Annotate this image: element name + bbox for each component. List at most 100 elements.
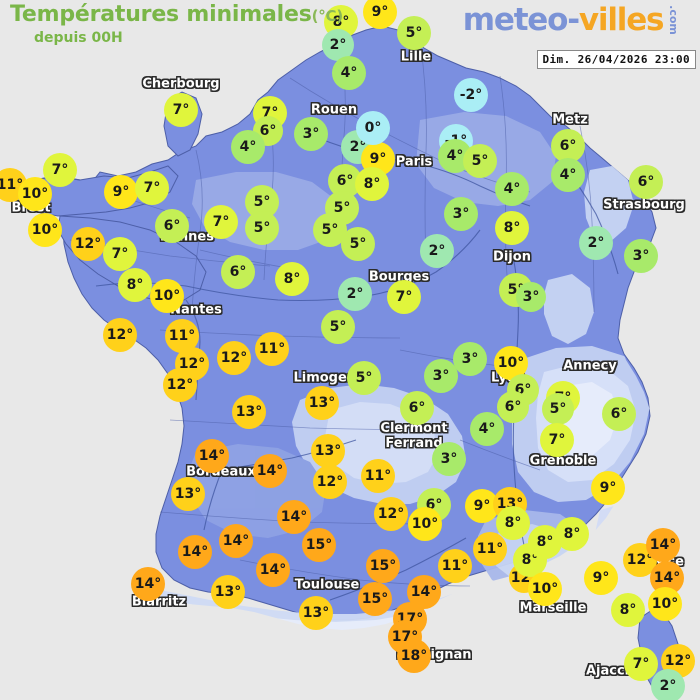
temperature-bubble: 10° <box>648 587 682 621</box>
temperature-bubble: 13° <box>311 434 345 468</box>
temperature-bubble: 9° <box>591 471 625 505</box>
temperature-bubble: 6° <box>400 391 434 425</box>
temperature-bubble: 12° <box>71 227 105 261</box>
logo-tld-text: .com <box>667 5 681 35</box>
temperature-bubble: 9° <box>104 175 138 209</box>
temperature-bubble: 9° <box>465 489 499 523</box>
temperature-bubble: 7° <box>387 280 421 314</box>
temperature-bubble: 2° <box>579 226 613 260</box>
temperature-bubble: 8° <box>611 593 645 627</box>
temperature-bubble: 9° <box>363 0 397 29</box>
temperature-bubble: 5° <box>542 393 574 425</box>
temperature-bubble: 11° <box>438 549 472 583</box>
temperature-bubble: 8° <box>495 211 529 245</box>
temperature-bubble: 11° <box>255 332 289 366</box>
temperature-bubble: 13° <box>171 477 205 511</box>
temperature-bubble: 10° <box>528 572 562 606</box>
temperature-bubble: 7° <box>43 153 77 187</box>
temperature-bubble: 8° <box>118 268 152 302</box>
temperature-bubble: 11° <box>473 532 507 566</box>
temperature-bubble: 10° <box>28 213 62 247</box>
temperature-bubble: 15° <box>302 528 336 562</box>
temperature-bubble: 3° <box>453 342 487 376</box>
page-title: Températures minimales(°C) <box>10 2 343 29</box>
temperature-bubble: 14° <box>253 454 287 488</box>
temperature-bubble: 14° <box>178 535 212 569</box>
temperature-bubble: 6° <box>497 391 529 423</box>
temperature-bubble: 3° <box>424 359 458 393</box>
temperature-bubble: 14° <box>256 553 290 587</box>
temperature-bubble: 14° <box>195 439 229 473</box>
temperature-bubble: 9° <box>584 561 618 595</box>
temperature-bubble: 12° <box>623 543 657 577</box>
temperature-bubble: 5° <box>463 144 497 178</box>
temperature-bubble: 0° <box>356 111 390 145</box>
temperature-bubble: 14° <box>131 567 165 601</box>
meteo-villes-logo[interactable]: meteo-villes .com <box>463 3 690 37</box>
temperature-bubble: 12° <box>163 368 197 402</box>
temperature-bubble: 10° <box>408 507 442 541</box>
timestamp-badge: Dim. 26/04/2026 23:00 <box>536 50 696 69</box>
logo-meteo-text: meteo- <box>462 2 580 38</box>
temperature-bubble: 15° <box>358 582 392 616</box>
temperature-bubble: 4° <box>551 158 585 192</box>
temperature-bubble: 4° <box>231 130 265 164</box>
temperature-bubble: 2° <box>338 277 372 311</box>
temperature-bubble: 14° <box>219 524 253 558</box>
temperature-bubble: 4° <box>470 412 504 446</box>
temperature-bubble: 8° <box>496 506 530 540</box>
temperature-bubble: 8° <box>275 262 309 296</box>
temperature-bubble: 3° <box>516 282 546 312</box>
logo-villes-text: villes <box>578 2 665 38</box>
temperature-bubble: 5° <box>245 211 279 245</box>
temperature-bubble: 5° <box>341 227 375 261</box>
temperature-bubble: 7° <box>164 93 198 127</box>
temperature-bubble: 3° <box>444 197 478 231</box>
temperature-bubble: 13° <box>305 386 339 420</box>
temperature-bubble: 2° <box>420 234 454 268</box>
temperature-bubble: 7° <box>204 205 238 239</box>
header-title-block: Températures minimales(°C) depuis 00H <box>10 2 343 46</box>
temperature-bubble: 2° <box>651 669 685 700</box>
temperature-bubble: 10° <box>18 177 52 211</box>
temperature-bubble: 17° <box>393 602 427 636</box>
temperature-bubble: 4° <box>495 172 529 206</box>
temperature-bubble: 12° <box>313 465 347 499</box>
temperature-bubble: 6° <box>602 397 636 431</box>
page-title-unit: (°C) <box>311 7 344 25</box>
temperature-bubble: 8° <box>355 167 389 201</box>
temperature-bubble: 6° <box>221 255 255 289</box>
temperature-bubble: 7° <box>135 171 169 205</box>
temperature-bubble: 5° <box>397 16 431 50</box>
temperature-bubble: 3° <box>432 442 466 476</box>
temperature-bubble: 13° <box>299 596 333 630</box>
temperature-bubble: 18° <box>397 639 431 673</box>
temperature-bubble: -2° <box>454 78 488 112</box>
temperature-bubble: 6° <box>629 165 663 199</box>
temperature-bubble: 7° <box>540 423 574 457</box>
temperature-bubble: 6° <box>551 129 585 163</box>
temperature-bubble: 12° <box>374 497 408 531</box>
temperature-bubble: 10° <box>150 279 184 313</box>
temperature-bubble: 14° <box>646 528 680 562</box>
temperature-bubble: 3° <box>624 239 658 273</box>
temperature-bubble: 14° <box>277 500 311 534</box>
temperature-bubble: 4° <box>332 56 366 90</box>
temperature-bubble: 5° <box>347 361 381 395</box>
temperature-bubble: 6° <box>155 209 189 243</box>
temperature-bubble: 8° <box>528 525 562 559</box>
temperature-bubble: 12° <box>217 341 251 375</box>
temperature-bubble: 7° <box>624 647 658 681</box>
temperature-bubble: 13° <box>211 575 245 609</box>
temperature-bubble: 2° <box>322 29 354 61</box>
temperature-bubble: 12° <box>103 318 137 352</box>
temperature-bubble: 3° <box>294 117 328 151</box>
page-title-text: Températures minimales <box>10 2 312 27</box>
page-subtitle: depuis 00H <box>34 30 123 46</box>
temperature-bubble: 11° <box>361 459 395 493</box>
temperature-bubble: 13° <box>232 395 266 429</box>
temperature-bubble: 7° <box>103 237 137 271</box>
